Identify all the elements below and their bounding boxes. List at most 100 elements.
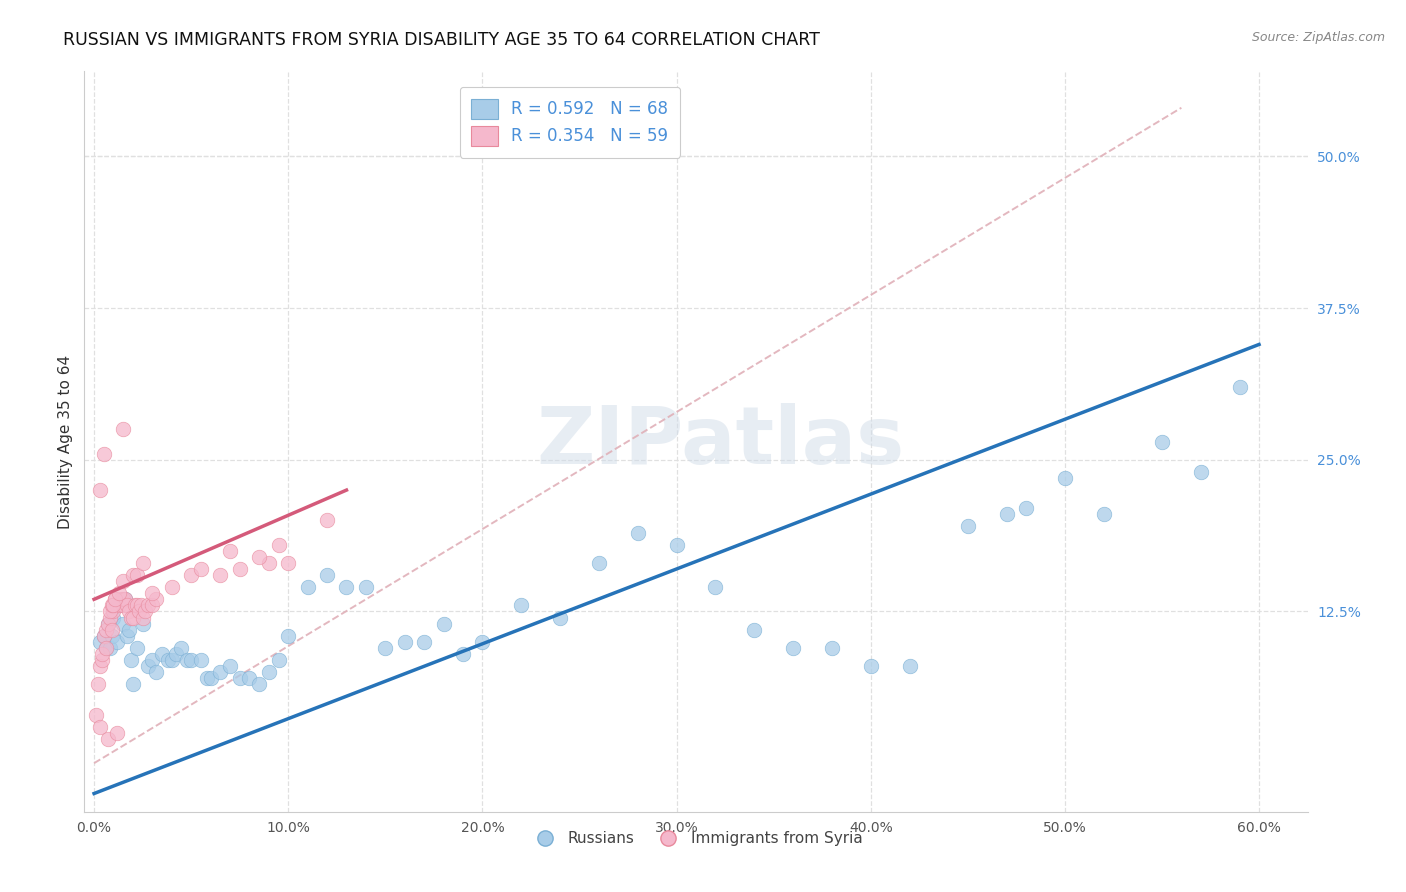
Point xyxy=(1092,508,1115,522)
Point xyxy=(247,677,270,691)
Point xyxy=(257,665,280,680)
Point xyxy=(115,629,138,643)
Point xyxy=(114,592,136,607)
Point xyxy=(120,610,142,624)
Point xyxy=(548,610,571,624)
Point xyxy=(103,604,125,618)
Point xyxy=(195,671,218,685)
Point xyxy=(995,508,1018,522)
Point xyxy=(160,653,183,667)
Point xyxy=(131,556,153,570)
Point xyxy=(394,635,416,649)
Point xyxy=(94,623,117,637)
Point xyxy=(150,647,173,661)
Point xyxy=(209,665,232,680)
Point xyxy=(84,707,107,722)
Point xyxy=(209,568,232,582)
Point xyxy=(103,610,125,624)
Point xyxy=(471,635,494,649)
Point xyxy=(94,640,117,655)
Point xyxy=(112,592,135,607)
Point xyxy=(131,616,153,631)
Point xyxy=(782,640,804,655)
Point xyxy=(108,599,131,613)
Point xyxy=(413,635,436,649)
Point xyxy=(97,731,120,746)
Point xyxy=(104,592,127,607)
Point xyxy=(98,640,121,655)
Point xyxy=(180,653,202,667)
Point xyxy=(122,610,145,624)
Point xyxy=(100,629,122,643)
Point xyxy=(432,616,454,631)
Point xyxy=(170,640,193,655)
Point xyxy=(108,599,131,613)
Point xyxy=(374,640,396,655)
Point xyxy=(124,599,146,613)
Point xyxy=(122,568,145,582)
Point xyxy=(219,659,242,673)
Point xyxy=(510,599,533,613)
Text: Source: ZipAtlas.com: Source: ZipAtlas.com xyxy=(1251,31,1385,45)
Point xyxy=(1189,465,1212,479)
Point xyxy=(100,623,122,637)
Point xyxy=(247,549,270,564)
Point xyxy=(94,640,117,655)
Legend: Russians, Immigrants from Syria: Russians, Immigrants from Syria xyxy=(523,825,869,852)
Point xyxy=(125,599,148,613)
Point xyxy=(742,623,765,637)
Point xyxy=(821,640,844,655)
Point xyxy=(114,592,136,607)
Point xyxy=(120,653,142,667)
Point xyxy=(97,616,120,631)
Point xyxy=(176,653,198,667)
Point xyxy=(200,671,222,685)
Point xyxy=(277,629,299,643)
Point xyxy=(115,599,138,613)
Point xyxy=(98,610,121,624)
Point xyxy=(93,629,115,643)
Point xyxy=(89,720,111,734)
Point xyxy=(354,580,377,594)
Point xyxy=(105,726,128,740)
Point xyxy=(129,599,152,613)
Point xyxy=(110,592,132,607)
Point xyxy=(90,647,112,661)
Point xyxy=(145,592,167,607)
Point xyxy=(1229,380,1251,394)
Point xyxy=(138,659,160,673)
Point xyxy=(118,604,141,618)
Point xyxy=(131,610,153,624)
Point xyxy=(316,513,339,527)
Point xyxy=(156,653,179,667)
Point xyxy=(335,580,357,594)
Point xyxy=(103,599,125,613)
Point xyxy=(112,422,135,436)
Point xyxy=(145,665,167,680)
Point xyxy=(89,635,111,649)
Point xyxy=(93,629,115,643)
Y-axis label: Disability Age 35 to 64: Disability Age 35 to 64 xyxy=(58,354,73,529)
Point xyxy=(165,647,187,661)
Point xyxy=(297,580,319,594)
Point xyxy=(125,640,148,655)
Point xyxy=(122,677,145,691)
Text: RUSSIAN VS IMMIGRANTS FROM SYRIA DISABILITY AGE 35 TO 64 CORRELATION CHART: RUSSIAN VS IMMIGRANTS FROM SYRIA DISABIL… xyxy=(63,31,820,49)
Point xyxy=(238,671,260,685)
Point xyxy=(100,599,122,613)
Point xyxy=(219,543,242,558)
Point xyxy=(190,562,212,576)
Point xyxy=(180,568,202,582)
Point xyxy=(104,592,127,607)
Point xyxy=(134,604,156,618)
Point xyxy=(898,659,921,673)
Point xyxy=(97,616,120,631)
Point xyxy=(90,653,112,667)
Point xyxy=(160,580,183,594)
Text: ZIPatlas: ZIPatlas xyxy=(536,402,904,481)
Point xyxy=(141,599,163,613)
Point xyxy=(89,659,111,673)
Point xyxy=(316,568,339,582)
Point xyxy=(112,616,135,631)
Point xyxy=(1015,501,1038,516)
